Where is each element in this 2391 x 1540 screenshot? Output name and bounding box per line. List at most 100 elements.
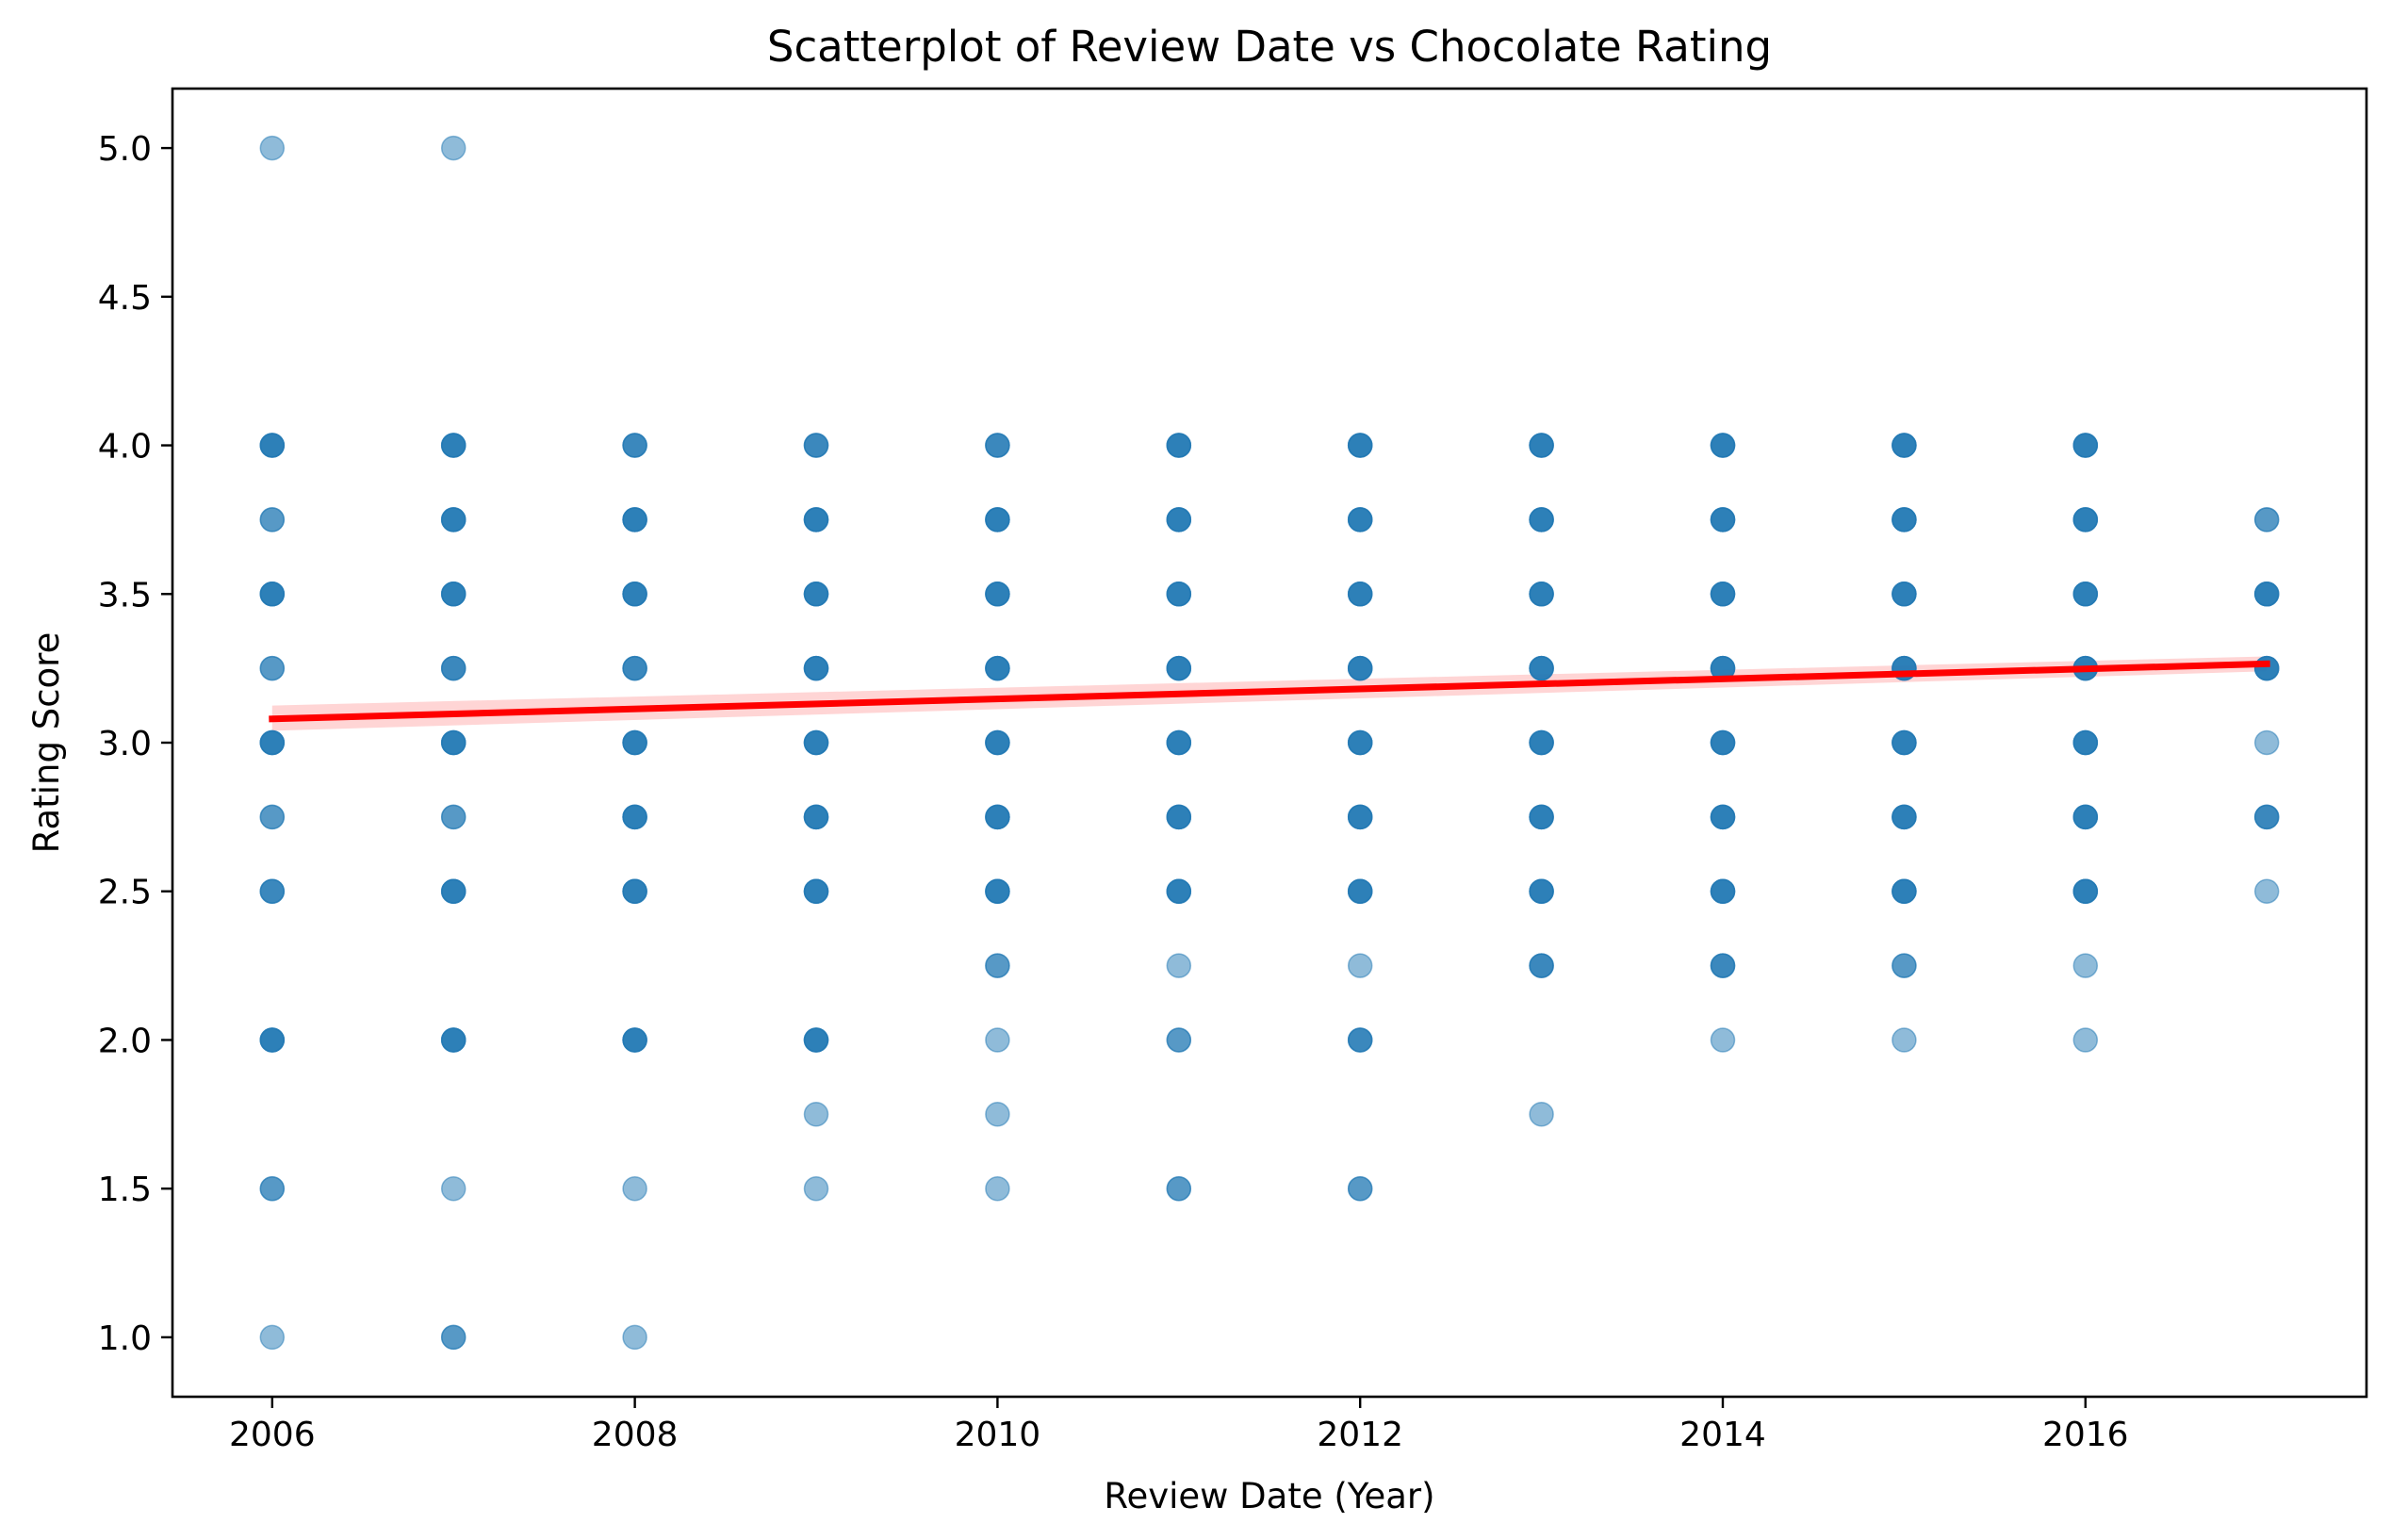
scatter-point [1892,953,1917,978]
scatter-point [1892,507,1917,532]
scatter-point [985,582,1010,607]
scatter-point [1710,953,1736,978]
scatter-point [1529,804,1554,830]
chart-title: Scatterplot of Review Date vs Chocolate … [767,22,1772,72]
scatter-point [1347,1027,1373,1053]
scatter-point [985,729,1010,756]
scatter-point [259,804,286,830]
x-tick-label: 2016 [2042,1416,2129,1454]
scatter-point [1347,804,1373,830]
scatter-point [1347,878,1373,904]
scatter-point [2072,1027,2099,1053]
x-tick-label: 2014 [1679,1416,1766,1454]
scatter-point [985,1027,1010,1053]
scatter-point [1892,804,1917,830]
scatter-point [803,1175,829,1202]
scatter-point [1347,953,1373,978]
y-tick-label: 1.0 [98,1319,152,1358]
scatter-point [1347,507,1373,532]
scatter-point [440,507,467,532]
scatter-point [1710,507,1736,532]
scatter-point [985,1175,1010,1202]
scatter-point [259,135,286,161]
scatter-point [1892,433,1917,458]
scatter-point [2072,729,2099,756]
scatter-point [1529,582,1554,607]
scatter-point [259,507,286,532]
scatter-point [1529,655,1554,681]
scatter-point [259,1324,286,1351]
scatter-point [440,1175,467,1202]
y-tick-label: 1.5 [98,1171,152,1209]
scatter-point [622,729,647,756]
scatter-point [1166,878,1192,904]
scatter-point [1529,953,1554,978]
y-axis-label: Rating Score [26,632,67,854]
scatter-point [1347,729,1373,756]
scatter-point [1166,582,1192,607]
scatter-point [803,878,829,904]
scatter-point [985,953,1010,978]
scatter-point [1347,655,1373,681]
scatter-point [2072,582,2099,607]
y-tick-label: 2.0 [98,1022,152,1060]
regression-line [269,660,2270,723]
scatter-point [2253,878,2280,904]
scatter-point [440,433,467,458]
scatter-point [1166,1027,1192,1053]
scatter-point [1892,729,1917,756]
scatter-point [1710,433,1736,458]
scatter-point [803,1027,829,1053]
scatter-point [1529,507,1554,532]
scatter-point [1710,804,1736,830]
scatter-point [622,804,647,830]
scatter-point [440,1324,467,1351]
scatter-point [2253,507,2280,532]
scatter-point [1710,1027,1736,1053]
scatter-point [622,507,647,532]
scatter-point [440,804,467,830]
scatter-point [1166,507,1192,532]
scatter-point [259,729,286,756]
scatter-point [1166,1175,1192,1202]
scatter-point [1347,582,1373,607]
scatter-point [259,582,286,607]
scatter-point [622,1027,647,1053]
scatter-point [1710,878,1736,904]
y-tick-label: 4.0 [98,428,152,467]
y-tick-label: 3.0 [98,725,152,763]
scatter-point [622,1324,647,1351]
scatter-point [1529,729,1554,756]
scatter-point [1529,1102,1554,1127]
scatter-point [2072,878,2099,904]
scatter-point [803,433,829,458]
plot-frame [171,87,2368,1399]
scatter-point [440,1027,467,1053]
scatter-point [985,878,1010,904]
scatter-point [2072,953,2099,978]
scatter-point [1710,729,1736,756]
scatter-point [622,878,647,904]
scatter-point [1892,1027,1917,1053]
scatter-point [2072,804,2099,830]
y-tick-label: 2.5 [98,874,152,912]
scatter-point [259,878,286,904]
scatter-point [1166,433,1192,458]
y-tick-label: 3.5 [98,576,152,614]
scatter-point [622,582,647,607]
regression-line-layer [269,660,2270,723]
x-axis-label: Review Date (Year) [1104,1476,1434,1516]
scatter-point [622,655,647,681]
scatter-point [1529,878,1554,904]
scatter-point [1347,433,1373,458]
scatter-point [985,655,1010,681]
scatter-point [803,507,829,532]
scatter-point [803,655,829,681]
x-tick-label: 2008 [592,1416,679,1454]
scatter-point [440,655,467,681]
y-tick-label: 4.5 [98,279,152,318]
scatter-point [1892,878,1917,904]
scatter-point [985,1102,1010,1127]
scatter-point [2253,729,2280,756]
